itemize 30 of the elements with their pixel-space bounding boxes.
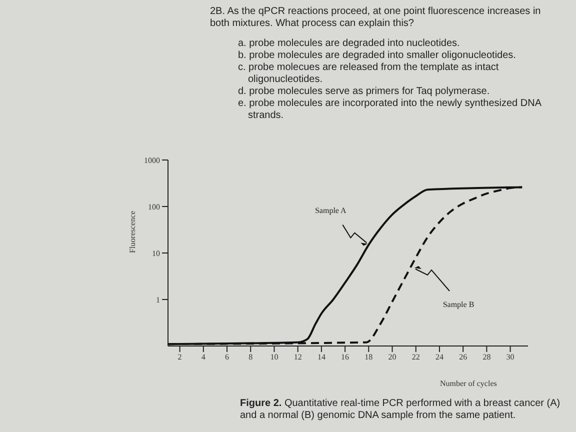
chart-title: 2B. As the qPCR reactions proceed, at one point fluorescence increases in both mixtures. What process can explain this? <box>210 6 542 30</box>
text: d. probe molecules serve as primers for Taq polymerase. <box>238 86 491 98</box>
annotation: Sample B <box>442 300 474 309</box>
text: c. probe molecues are released from the template as intact oligonucleotides. <box>238 62 500 86</box>
text: e. probe molecules are incorporated into the newly synthesized DNA strands. <box>238 98 542 122</box>
x-tick-label: 10 <box>270 352 278 362</box>
text: b. probe molecules are degraded into smaller oligonucleotides. <box>238 50 517 62</box>
x-tick-label: 28 <box>482 352 491 362</box>
y-tick-label: 1 <box>156 295 160 304</box>
x-tick-label: 6 <box>225 352 230 362</box>
x-tick-label: 14 <box>317 352 326 362</box>
text: Figure 2. Quantitative real-time PCR performed with a breast cancer (A) and a normal (B) genomic DNA sample from the same patient. <box>240 398 560 421</box>
x-tick-label: 24 <box>435 352 444 362</box>
x-tick-label: 20 <box>388 352 396 362</box>
y-tick-label: 100 <box>148 202 160 212</box>
y-axis-title: Fluorescence <box>128 210 137 253</box>
annotation: Sample A <box>314 206 347 215</box>
x-axis-title: Number of cycles <box>440 379 497 388</box>
x-tick-label: 18 <box>364 352 373 362</box>
x-tick-label: 30 <box>506 352 514 362</box>
x-tick-label: 2 <box>178 352 182 362</box>
x-tick-label: 12 <box>294 352 302 362</box>
x-tick-label: 8 <box>248 352 253 362</box>
x-tick-label: 4 <box>201 352 206 362</box>
y-tick-label: 10 <box>152 248 160 258</box>
x-tick-label: 26 <box>459 352 468 362</box>
x-tick-label: 22 <box>412 352 420 362</box>
text: a. probe molecules are degraded into nucleotides. <box>238 38 461 50</box>
x-tick-label: 16 <box>341 352 350 362</box>
y-tick-label: 1000 <box>144 156 160 165</box>
